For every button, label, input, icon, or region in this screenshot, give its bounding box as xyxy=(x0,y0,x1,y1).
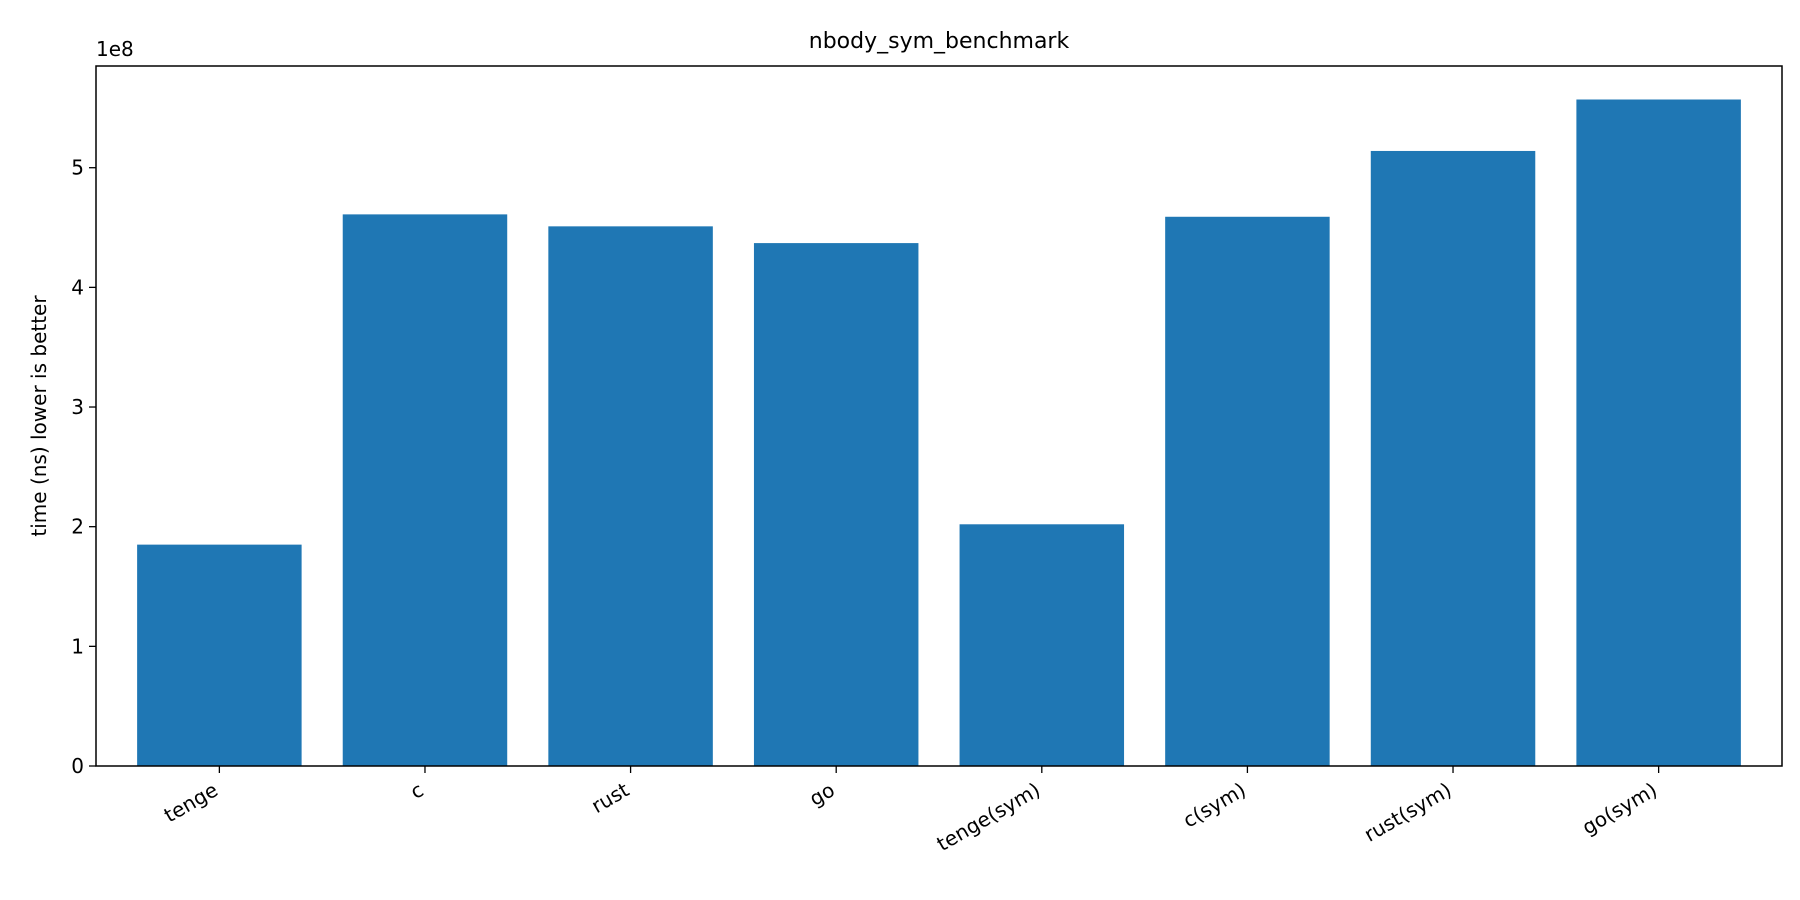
bar-rust(sym) xyxy=(1370,150,1536,766)
bar-tenge xyxy=(137,544,302,766)
x-tick-label: rust(sym) xyxy=(1360,778,1456,847)
x-tick-label: tenge xyxy=(160,778,222,828)
y-tick-label: 0 xyxy=(71,754,84,778)
y-axis-label: time (ns) lower is better xyxy=(27,295,51,537)
y-axis: 0 1 2 3 4 5 xyxy=(71,156,96,778)
y-axis-offset-label: 1e8 xyxy=(96,37,134,61)
x-tick-label: go(sym) xyxy=(1578,778,1661,840)
bar-c xyxy=(342,214,508,766)
y-tick-label: 1 xyxy=(71,634,84,658)
chart-title: nbody_sym_benchmark xyxy=(809,29,1070,54)
bar-go xyxy=(753,243,919,767)
x-tick-label: tenge(sym) xyxy=(933,778,1045,856)
y-tick-label: 3 xyxy=(71,395,84,419)
x-tick-label: c(sym) xyxy=(1179,778,1250,833)
y-tick-label: 5 xyxy=(71,156,84,180)
x-tick-label: c xyxy=(406,778,428,804)
bar-c(sym) xyxy=(1165,216,1330,766)
x-tick-label: go xyxy=(805,778,839,811)
bar-rust xyxy=(548,226,713,767)
y-tick-label: 4 xyxy=(71,275,84,299)
bars-group xyxy=(137,99,1741,767)
plot-frame xyxy=(95,65,1783,767)
y-tick-label: 2 xyxy=(71,515,84,539)
x-axis: tenge c rust go tenge(sym) c(sym) rust(sym) go(… xyxy=(160,766,1661,856)
bar-go(sym) xyxy=(1576,99,1741,766)
bar-tenge(sym) xyxy=(959,524,1125,766)
x-tick-label: rust xyxy=(587,777,633,817)
